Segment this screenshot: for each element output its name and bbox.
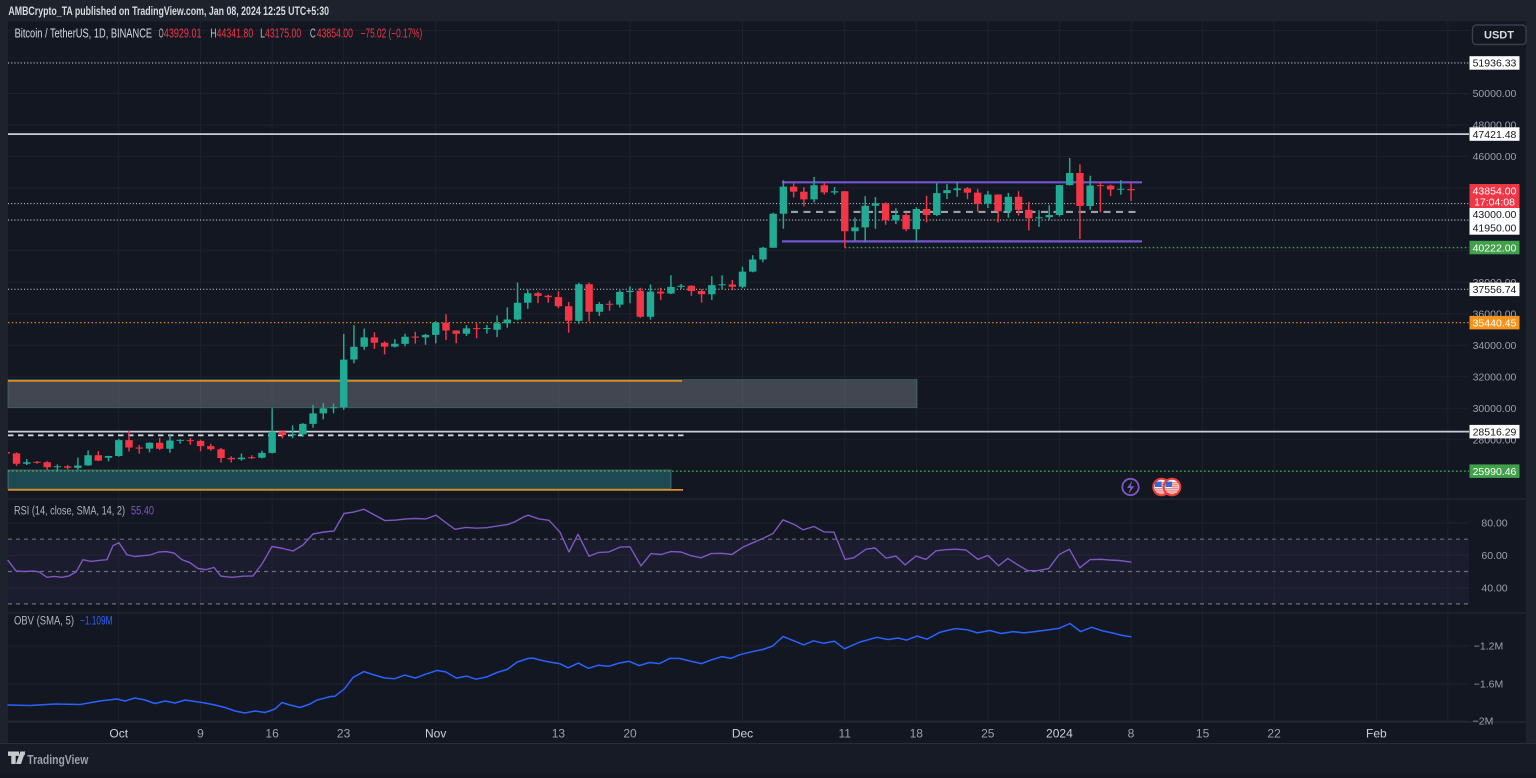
svg-text:OBV (SMA, 5): OBV (SMA, 5) (14, 616, 74, 628)
svg-text:H: H (210, 27, 216, 41)
svg-text:RSI (14, close, SMA, 14, 2): RSI (14, close, SMA, 14, 2) (14, 506, 125, 518)
svg-text:30000.00: 30000.00 (1473, 403, 1517, 415)
svg-text:50000.00: 50000.00 (1473, 88, 1517, 100)
svg-text:43000.00: 43000.00 (1473, 209, 1517, 221)
svg-text:43854.00: 43854.00 (1473, 185, 1517, 197)
svg-text:80.00: 80.00 (1481, 518, 1507, 530)
svg-text:20: 20 (623, 727, 637, 741)
svg-text:L: L (260, 27, 265, 41)
svg-text:15: 15 (1196, 727, 1210, 741)
svg-text:60.00: 60.00 (1481, 550, 1507, 562)
svg-text:47421.48: 47421.48 (1473, 129, 1517, 141)
svg-text:23: 23 (337, 727, 351, 741)
svg-text:46000.00: 46000.00 (1473, 151, 1517, 163)
svg-text:18: 18 (910, 727, 924, 741)
svg-text:−1.6M: −1.6M (1474, 679, 1503, 691)
svg-text:Nov: Nov (425, 727, 446, 741)
svg-text:8: 8 (1128, 727, 1135, 741)
svg-text:43854.00: 43854.00 (317, 27, 353, 41)
svg-text:11: 11 (838, 727, 851, 741)
svg-text:−2M: −2M (1473, 716, 1494, 728)
svg-text:25: 25 (981, 727, 995, 741)
svg-text:13: 13 (552, 727, 566, 741)
svg-text:−1.109M: −1.109M (80, 616, 113, 628)
svg-text:40222.00: 40222.00 (1473, 242, 1517, 254)
svg-text:34000.00: 34000.00 (1473, 340, 1517, 352)
svg-text:Dec: Dec (732, 727, 753, 741)
svg-text:35440.45: 35440.45 (1473, 317, 1517, 329)
svg-text:41950.00: 41950.00 (1473, 222, 1517, 234)
svg-text:AMBCrypto_TA published on Trad: AMBCrypto_TA published on TradingView.co… (8, 6, 329, 18)
svg-text:40.00: 40.00 (1481, 582, 1507, 594)
svg-text:43175.00: 43175.00 (265, 27, 301, 41)
svg-text:43929.01: 43929.01 (164, 27, 202, 41)
svg-text:Oct: Oct (109, 727, 128, 741)
svg-text:17:04:08: 17:04:08 (1474, 197, 1515, 209)
svg-text:2024: 2024 (1046, 727, 1073, 741)
svg-text:37556.74: 37556.74 (1473, 284, 1517, 296)
svg-text:TradingView: TradingView (27, 752, 89, 767)
svg-text:16: 16 (265, 727, 279, 741)
svg-text:−1.2M: −1.2M (1474, 641, 1503, 653)
svg-text:−75.02 (−0.17%): −75.02 (−0.17%) (361, 27, 423, 41)
svg-text:Bitcoin / TetherUS, 1D, BINANC: Bitcoin / TetherUS, 1D, BINANCE (15, 27, 153, 41)
svg-text:9: 9 (197, 727, 204, 741)
svg-text:C: C (310, 27, 316, 41)
svg-text:22: 22 (1267, 727, 1281, 741)
svg-text:25990.46: 25990.46 (1473, 466, 1517, 478)
svg-text:28516.29: 28516.29 (1473, 426, 1517, 438)
svg-text:51936.33: 51936.33 (1473, 58, 1517, 70)
svg-text:USDT: USDT (1484, 30, 1514, 42)
svg-text:O: O (159, 27, 164, 41)
svg-text:55.40: 55.40 (131, 506, 154, 518)
svg-text:44341.80: 44341.80 (217, 27, 254, 41)
svg-text:32000.00: 32000.00 (1473, 371, 1517, 383)
svg-text:Feb: Feb (1366, 727, 1387, 741)
